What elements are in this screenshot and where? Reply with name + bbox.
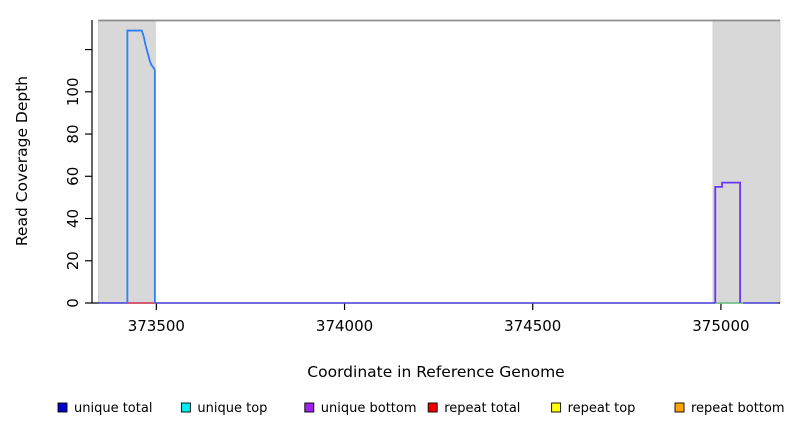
legend-item-repeat-total: repeat total (427, 401, 520, 416)
x-tick-label: 375000 (692, 317, 749, 335)
shaded-regions (97, 19, 781, 304)
legend-item-repeat-bottom: repeat bottom (674, 401, 785, 416)
legend-item-repeat-top: repeat top (551, 401, 636, 416)
legend-swatch-unique-total (57, 402, 68, 413)
y-tick-label: 100 (64, 77, 82, 106)
legend-label-repeat-bottom: repeat bottom (691, 401, 785, 416)
legend-item-unique-total: unique total (57, 401, 152, 416)
x-tick-label: 374500 (504, 317, 561, 335)
legend-label-unique-top: unique top (197, 401, 267, 416)
legend-swatch-repeat-total (427, 402, 438, 413)
x-axis-title: Coordinate in Reference Genome (307, 363, 564, 381)
y-axis-title: Read Coverage Depth (13, 76, 31, 246)
y-tick-label: 60 (64, 167, 82, 186)
y-tick-label: 20 (64, 251, 82, 270)
y-tick-label: 80 (64, 124, 82, 143)
x-tick-label: 373500 (128, 317, 185, 335)
legend-swatch-repeat-top (551, 402, 562, 413)
axes: 0 20 40 60 80 100 373500 374000 374500 375000 (64, 20, 780, 335)
legend-label-unique-bottom: unique bottom (321, 401, 417, 416)
series-unique-peak-left (126, 29, 156, 303)
shaded-region-2 (712, 19, 781, 304)
legend: unique total unique top unique bottom repea… (57, 401, 785, 416)
legend-label-unique-total: unique total (74, 401, 152, 416)
data-series (98, 29, 779, 304)
legend-swatch-unique-bottom (304, 402, 315, 413)
x-tick-label: 374000 (316, 317, 373, 335)
series-unique-peak-right (714, 181, 742, 303)
legend-label-repeat-top: repeat top (568, 401, 636, 416)
y-tick-label: 40 (64, 209, 82, 228)
legend-swatch-unique-top (180, 402, 191, 413)
legend-item-unique-top: unique top (180, 401, 267, 416)
legend-item-unique-bottom: unique bottom (304, 401, 417, 416)
legend-label-repeat-total: repeat total (444, 401, 520, 416)
y-tick-label: 0 (64, 298, 82, 308)
legend-swatch-repeat-bottom (674, 402, 685, 413)
